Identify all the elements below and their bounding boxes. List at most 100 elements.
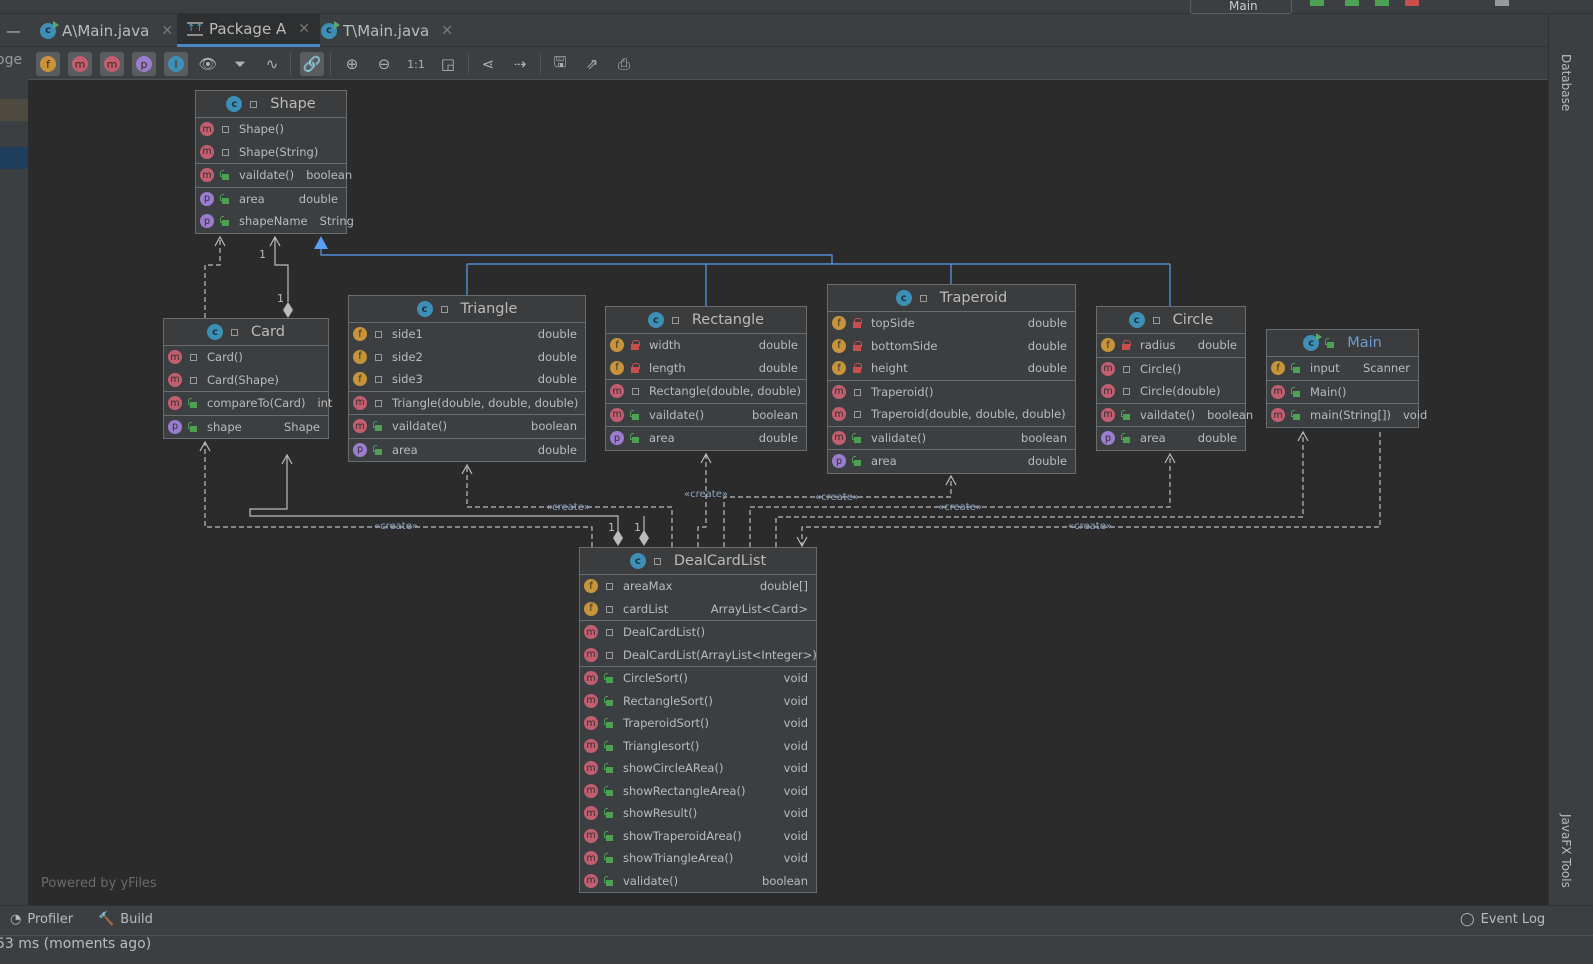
show-methods-button[interactable]: m (100, 52, 124, 76)
property-row[interactable]: p shape Shape (164, 416, 328, 439)
database-tool-button[interactable]: Database (1559, 54, 1573, 112)
member-type: double (758, 360, 798, 375)
tab-a-main-java[interactable]: c A\Main.java ✕ (30, 14, 183, 47)
method-row[interactable]: m showTriangleArea() void (580, 847, 816, 870)
method-row[interactable]: m TraperoidSort() void (580, 712, 816, 735)
method-row[interactable]: m Traperoid(double, double, double) (828, 403, 1075, 426)
print-button[interactable]: ⎙ (612, 52, 636, 76)
field-row[interactable]: f side1 double (349, 323, 585, 346)
class-node-shape[interactable]: c Shape m Shape() m Shape(String) m vaildate() b… (195, 90, 354, 234)
debug-icon[interactable] (1345, 0, 1359, 6)
method-row[interactable]: m RectangleSort() void (580, 690, 816, 713)
field-row[interactable]: f bottomSide double (828, 335, 1075, 358)
visibility-button[interactable]: 👁 (196, 52, 220, 76)
method-row[interactable]: m showRectangleArea() void (580, 780, 816, 803)
property-row[interactable]: p area double (828, 450, 1075, 473)
method-row[interactable]: m CircleSort() void (580, 667, 816, 690)
field-row[interactable]: f side3 double (349, 368, 585, 391)
coverage-icon[interactable] (1375, 0, 1389, 6)
field-row[interactable]: f areaMax double[] (580, 575, 816, 598)
method-row[interactable]: m vaildate() boolean (1097, 404, 1253, 427)
method-row[interactable]: m DealCardList() (580, 621, 816, 644)
zoom-in-button[interactable]: ⊕ (340, 52, 364, 76)
profiler-button[interactable]: ◔ Profiler (10, 912, 74, 927)
class-node-main[interactable]: c Main f input Scanner m Main() m main(String[])… (1266, 329, 1427, 428)
class-node-traperoid[interactable]: c Traperoid f topSide double f bottomSide doubl… (827, 284, 1076, 474)
field-row[interactable]: f radius double (1097, 334, 1245, 357)
actual-size-button[interactable]: 1:1 (404, 52, 428, 76)
field-row[interactable]: f input Scanner (1267, 357, 1418, 380)
javafx-tools-button[interactable]: JavaFX Tools (1559, 814, 1573, 888)
method-row[interactable]: m showResult() void (580, 802, 816, 825)
member-name: shapeName (239, 214, 308, 229)
field-row[interactable]: f side2 double (349, 346, 585, 369)
method-row[interactable]: m Shape(String) (196, 141, 346, 164)
event-log-button[interactable]: ◯ Event Log (1460, 912, 1546, 927)
property-row[interactable]: p area double (606, 427, 806, 450)
tab-package-a[interactable]: ↑↑ Package A ✕ (177, 14, 320, 47)
filter-button[interactable]: ⏷ (228, 52, 252, 76)
panel-row-highlight[interactable] (0, 147, 28, 169)
run-icon[interactable] (1310, 0, 1324, 6)
field-row[interactable]: f width double (606, 334, 806, 357)
method-row[interactable]: m Circle(double) (1097, 380, 1245, 403)
apply-layout-button[interactable]: ⇢ (508, 52, 532, 76)
property-row[interactable]: p area double (196, 188, 346, 211)
search-icon[interactable] (1495, 0, 1509, 6)
method-row[interactable]: m Circle() (1097, 358, 1245, 381)
method-row[interactable]: m Triangle(double, double, double) (349, 392, 585, 415)
method-row[interactable]: m showTraperoidArea() void (580, 825, 816, 848)
show-inner-classes-button[interactable]: I (164, 52, 188, 76)
method-row[interactable]: m Main() (1267, 381, 1418, 404)
zoom-out-button[interactable]: ⊖ (372, 52, 396, 76)
method-row[interactable]: m Traperoid() (828, 381, 1075, 404)
member-name: validate() (871, 430, 927, 445)
show-dependencies-button[interactable]: 🔗 (300, 52, 324, 76)
field-row[interactable]: f cardList ArrayList<Card> (580, 598, 816, 621)
method-row[interactable]: m validate() boolean (580, 870, 816, 893)
edge-routing-button[interactable]: ∿ (260, 52, 284, 76)
method-row[interactable]: m Rectangle(double, double) (606, 380, 806, 403)
property-row[interactable]: p area double (1097, 427, 1245, 450)
run-configuration-select[interactable]: Main (1190, 0, 1292, 14)
layout-button[interactable]: ⋖ (476, 52, 500, 76)
class-node-dealcardlist[interactable]: c DealCardList f areaMax double[] f cardList Ar… (579, 547, 817, 893)
field-row[interactable]: f height double (828, 357, 1075, 380)
field-row[interactable]: f topSide double (828, 312, 1075, 335)
class-node-circle[interactable]: c Circle f radius double m Circle() m Circle(dou… (1096, 306, 1253, 451)
class-node-card[interactable]: c Card m Card() m Card(Shape) m compareTo(Card)… (163, 318, 332, 439)
export-button[interactable]: ⇗ (580, 52, 604, 76)
method-row[interactable]: m Card(Shape) (164, 369, 328, 392)
close-icon[interactable]: ✕ (441, 22, 453, 39)
method-row[interactable]: m compareTo(Card) int (164, 392, 332, 415)
method-row[interactable]: m vaildate() boolean (606, 404, 806, 427)
method-row[interactable]: m Trianglesort() void (580, 735, 816, 758)
show-constructors-button[interactable]: m (68, 52, 92, 76)
save-button[interactable]: 🖫 (548, 52, 572, 76)
method-row[interactable]: m Card() (164, 346, 328, 369)
fit-content-button[interactable]: ◲ (436, 52, 460, 76)
class-node-rectangle[interactable]: c Rectangle f width double f length double m Rect… (605, 306, 807, 451)
tab-t-main-java[interactable]: c T\Main.java ✕ (311, 14, 463, 47)
method-row[interactable]: m Shape() (196, 118, 346, 141)
method-row[interactable]: m vaildate() boolean (349, 415, 585, 438)
close-icon[interactable]: ✕ (161, 22, 174, 39)
method-row[interactable]: m vaildate() boolean (196, 164, 352, 187)
method-row[interactable]: m validate() boolean (828, 427, 1075, 450)
show-fields-button[interactable]: f (36, 52, 60, 76)
field-row[interactable]: f length double (606, 357, 806, 380)
method-row[interactable]: m main(String[]) void (1267, 404, 1427, 427)
property-row[interactable]: p area double (349, 439, 585, 462)
panel-row-selected[interactable] (0, 99, 28, 121)
method-icon: m (584, 851, 598, 866)
minimize-button[interactable]: — (6, 21, 21, 40)
profile-icon[interactable] (1405, 0, 1419, 6)
method-row[interactable]: m showCircleARea() void (580, 757, 816, 780)
method-row[interactable]: m DealCardList(ArrayList<Integer>) (580, 644, 817, 667)
property-row[interactable]: p shapeName String (196, 210, 354, 233)
close-icon[interactable]: ✕ (298, 21, 310, 37)
class-node-triangle[interactable]: c Triangle f side1 double f side2 double f side3 d… (348, 295, 586, 462)
private-lock-icon (852, 340, 862, 351)
show-properties-button[interactable]: p (132, 52, 156, 76)
build-button[interactable]: 🔨 Build (98, 912, 153, 927)
